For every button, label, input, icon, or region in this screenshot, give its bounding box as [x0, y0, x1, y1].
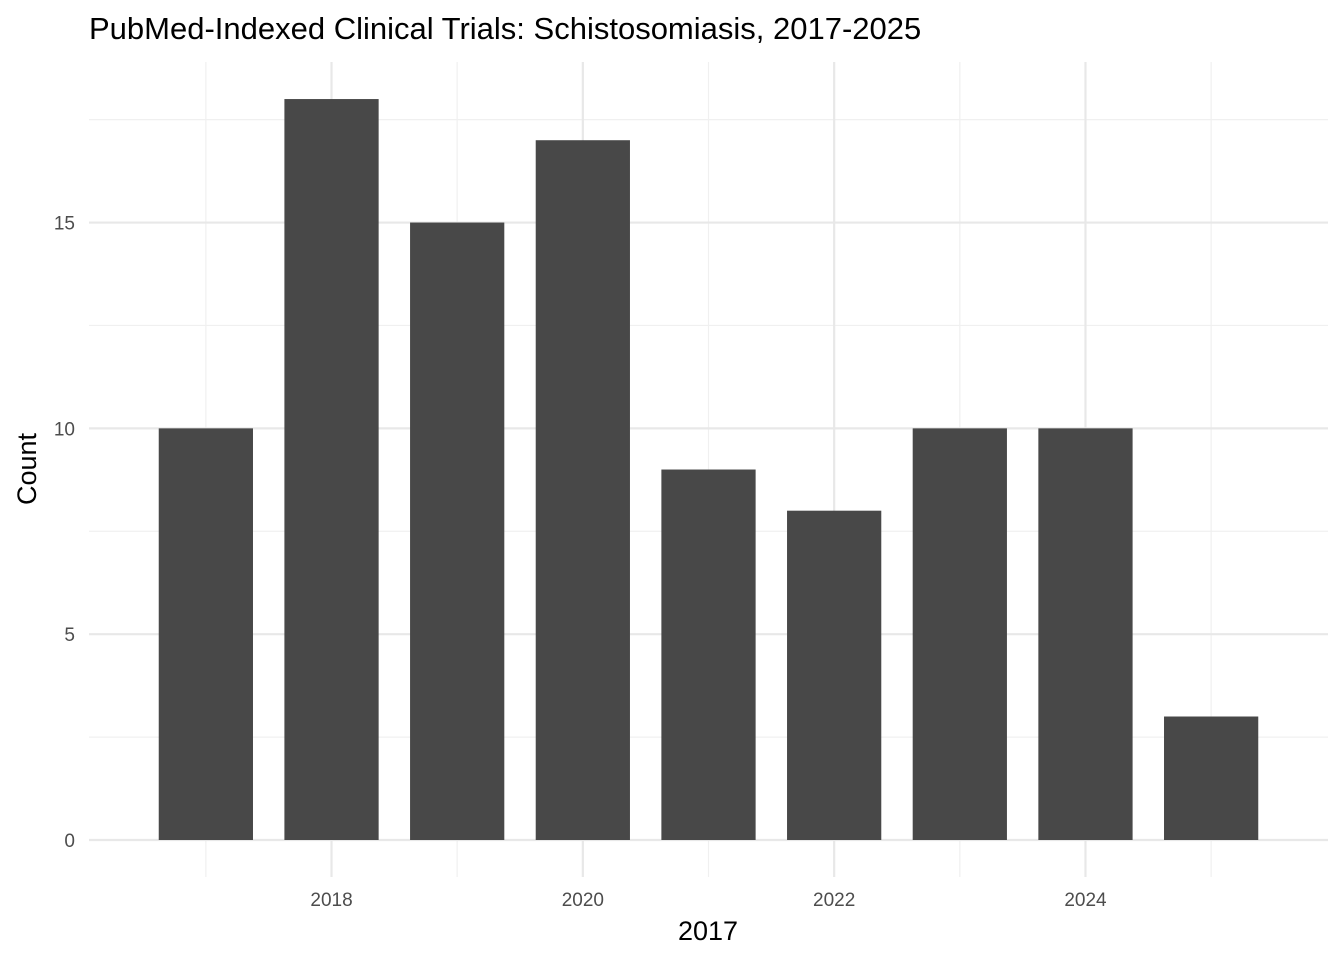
y-tick-label: 10 [54, 419, 75, 440]
bar-2020 [535, 140, 630, 840]
x-tick-label: 2020 [562, 890, 604, 911]
bar-2017 [158, 428, 253, 840]
y-tick-label: 5 [64, 625, 75, 646]
x-tick-label: 2024 [1064, 890, 1107, 911]
bars [158, 99, 1259, 841]
chart-title: PubMed-Indexed Clinical Trials: Schistos… [89, 11, 921, 46]
y-tick-label: 15 [54, 214, 75, 235]
bar-2019 [410, 222, 505, 841]
y-axis-ticks: 0 5 10 15 [54, 214, 75, 852]
bar-2024 [1038, 428, 1133, 840]
bar-2025 [1164, 716, 1259, 840]
y-tick-label: 0 [64, 831, 75, 852]
bar-2021 [661, 469, 756, 840]
x-tick-label: 2022 [813, 890, 855, 911]
bar-2022 [787, 510, 882, 840]
x-axis-ticks: 2018 2020 2022 2024 [310, 890, 1107, 911]
bar-2018 [284, 99, 379, 841]
y-axis-title: Count [12, 432, 42, 505]
bar-2023 [912, 428, 1007, 840]
x-axis-title: 2017 [678, 916, 738, 946]
x-tick-label: 2018 [310, 890, 352, 911]
